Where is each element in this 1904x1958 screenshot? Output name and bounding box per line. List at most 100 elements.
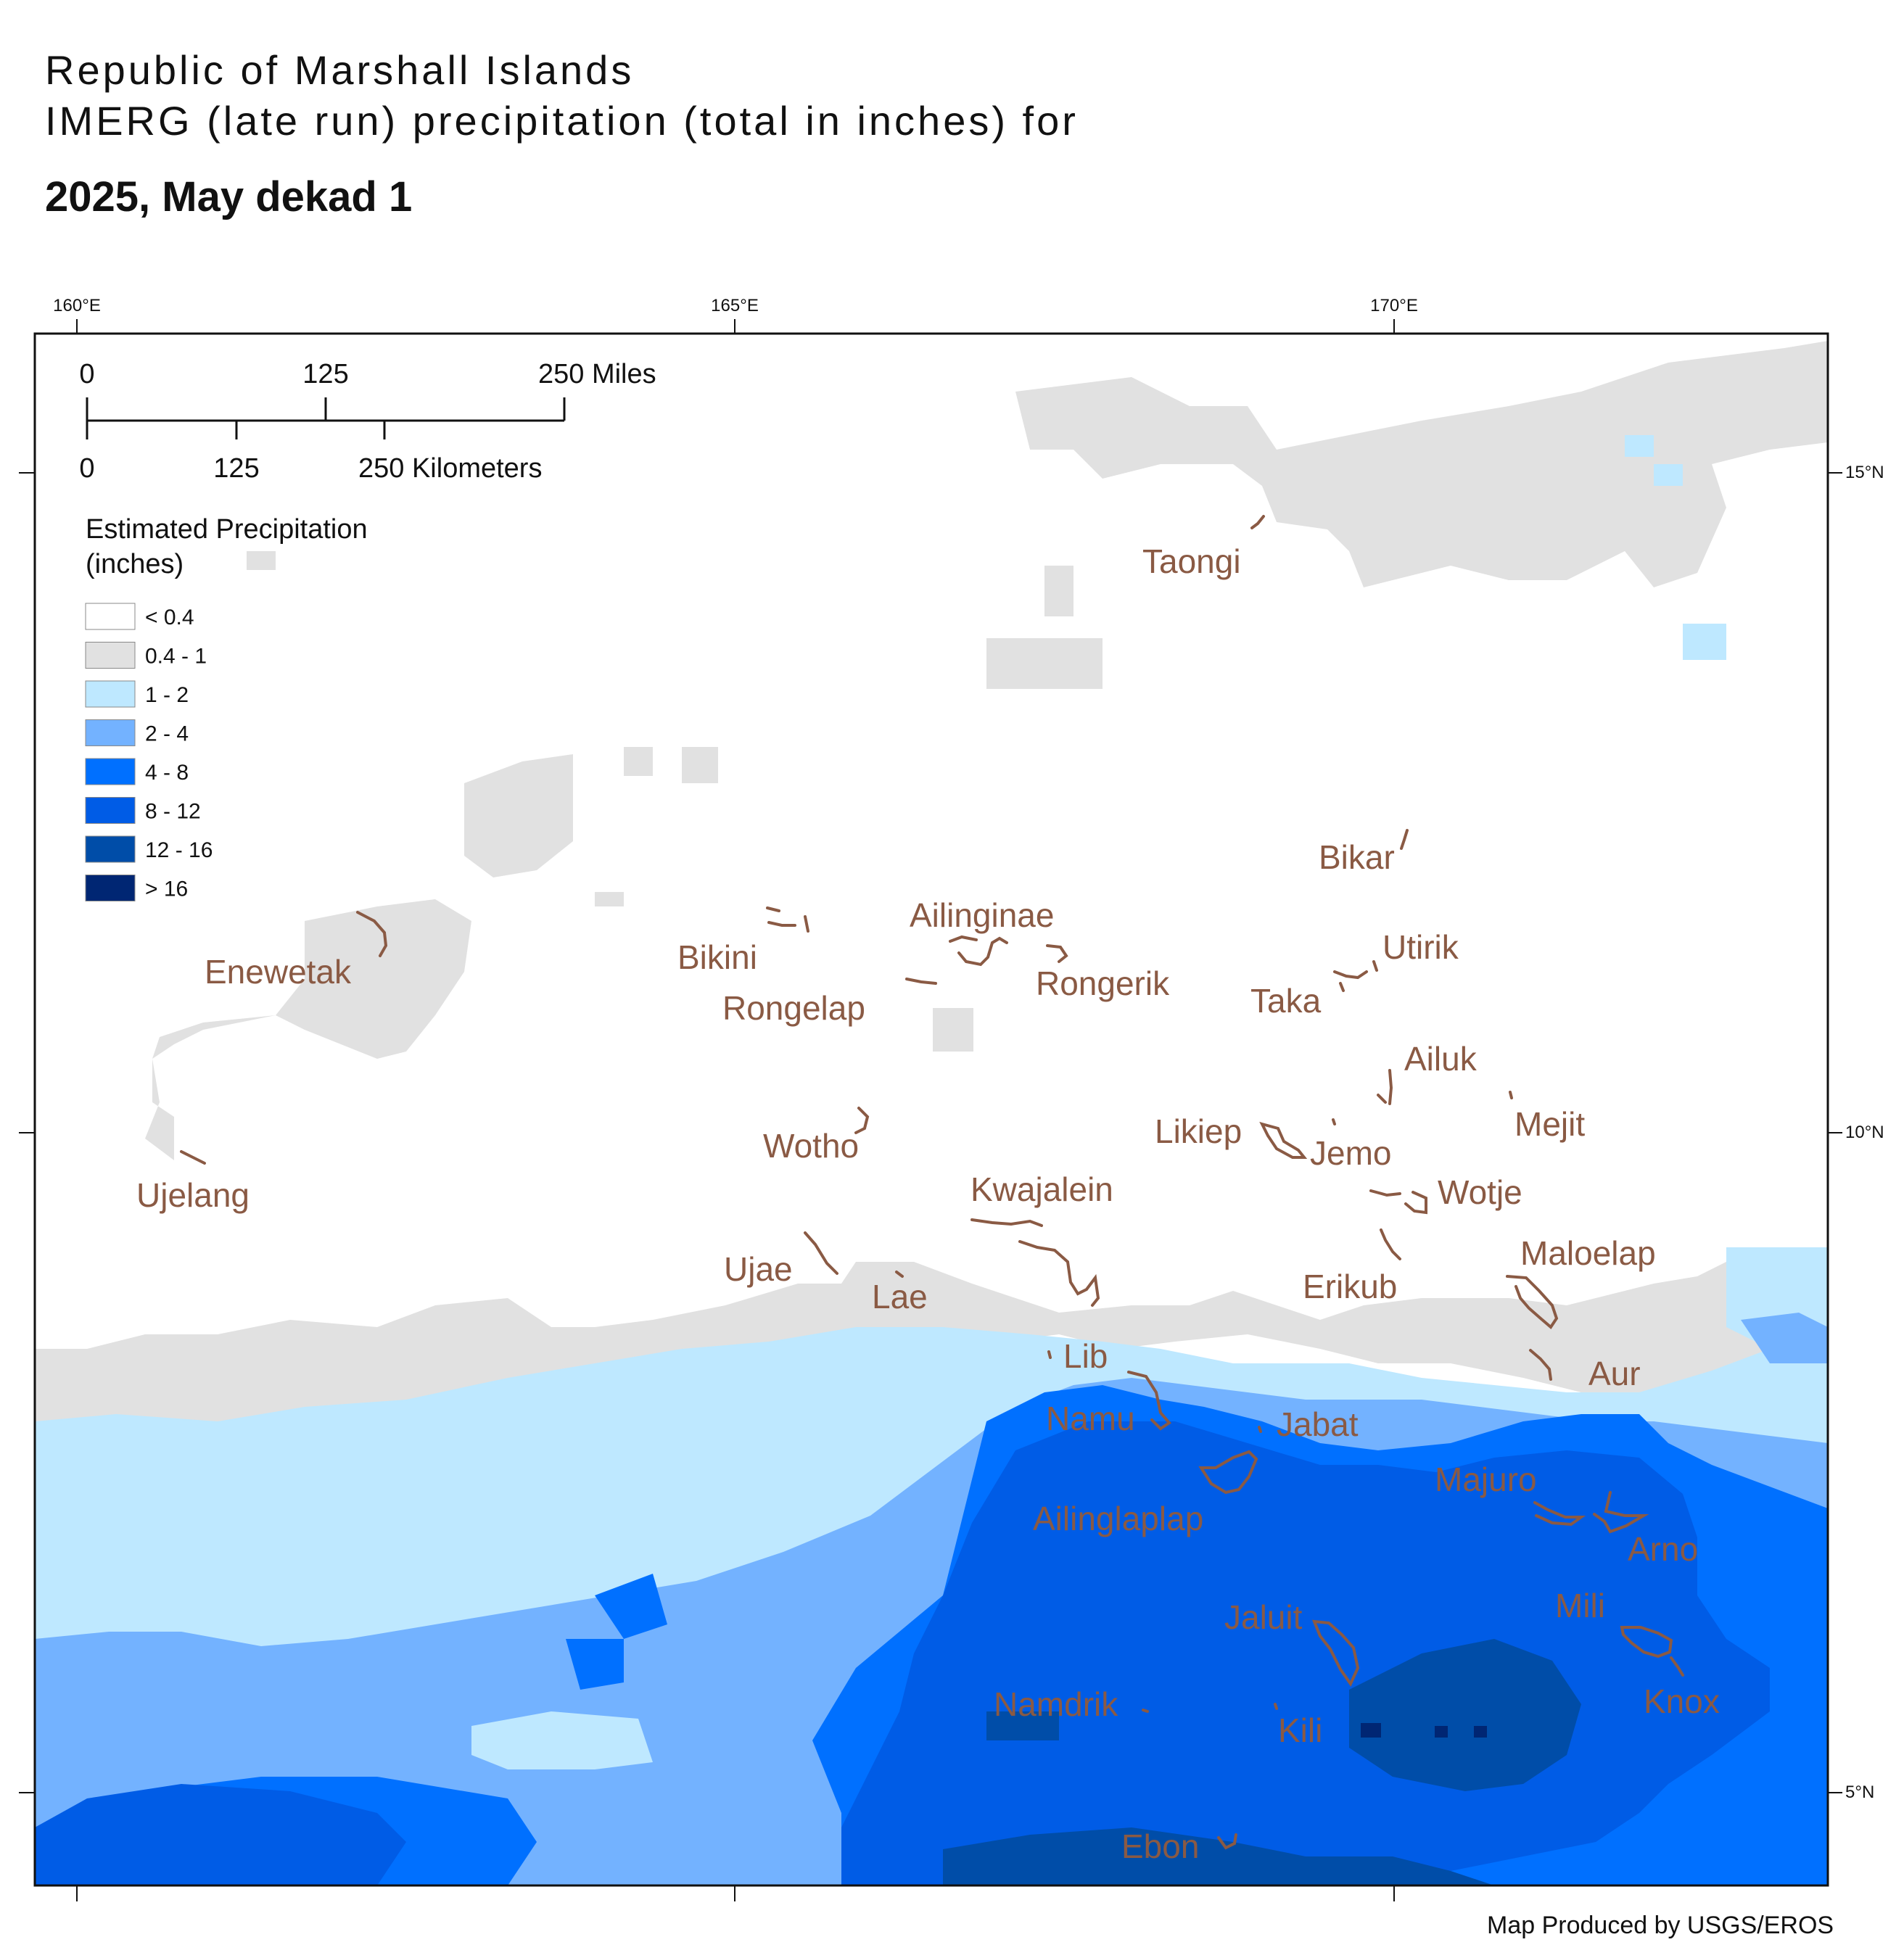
legend-swatch-4 [85, 758, 136, 785]
place-label-namdrik: Namdrik [994, 1685, 1118, 1723]
scale-km-125: 125 [213, 453, 259, 484]
place-label-utirik: Utirik [1382, 928, 1459, 966]
map-credit: Map Produced by USGS/EROS [1487, 1912, 1834, 1939]
legend-label-7: > 16 [145, 877, 188, 901]
place-label-maloelap: Maloelap [1520, 1234, 1656, 1272]
atoll-outline-taka [1339, 982, 1345, 992]
atoll-outline-jabat [1258, 1426, 1262, 1433]
place-label-bikini: Bikini [677, 938, 757, 976]
place-label-jaluit: Jaluit [1224, 1598, 1303, 1636]
atoll-outline-ailuk [1377, 1069, 1393, 1105]
place-label-ebon: Ebon [1121, 1827, 1199, 1865]
legend-label-0: < 0.4 [145, 606, 194, 629]
legend: Estimated Precipitation (inches) < 0.4 0.… [85, 514, 368, 901]
place-label-ailuk: Ailuk [1404, 1040, 1478, 1078]
place-label-taongi: Taongi [1142, 542, 1241, 580]
atoll-outline-arno [1593, 1491, 1649, 1534]
place-label-kwajalein: Kwajalein [970, 1170, 1113, 1208]
map-frame [33, 332, 1829, 1887]
place-label-likiep: Likiep [1155, 1112, 1242, 1150]
atoll-outline-wotje [1369, 1189, 1427, 1215]
place-label-arno: Arno [1628, 1530, 1698, 1568]
place-label-lib: Lib [1063, 1337, 1108, 1375]
atoll-outline-bikini [766, 906, 809, 933]
map-title-line-1: Republic of Marshall Islands [45, 47, 635, 93]
atoll-labels: Taongi Bikar Ailinginae Utirik Enewetak … [136, 542, 1720, 1865]
precip-zone-0.4-1 [35, 341, 1828, 1487]
place-label-rongelap: Rongelap [722, 989, 865, 1027]
scale-km-0: 0 [79, 453, 94, 484]
atoll-outline-knox [1670, 1656, 1684, 1677]
place-label-jemo: Jemo [1310, 1134, 1391, 1172]
scale-bar: 0 125 250 Miles 0 125 250 Kilometers [79, 359, 656, 484]
atoll-outline-kwajalein [970, 1218, 1100, 1307]
legend-label-1: 0.4 - 1 [145, 645, 207, 669]
latitude-label-15: 15°N [1845, 463, 1884, 482]
atoll-outlines [180, 515, 1684, 1850]
legend-label-5: 8 - 12 [145, 800, 201, 824]
atoll-outline-jemo [1332, 1118, 1336, 1125]
atoll-outline-erikub [1380, 1228, 1401, 1260]
atoll-outline-majuro [1533, 1501, 1586, 1527]
atoll-outline-jaluit [1311, 1619, 1360, 1688]
precipitation-raster [35, 334, 1828, 1885]
atoll-outline-bikar [1400, 829, 1409, 850]
longitude-label-170: 170°E [1370, 296, 1418, 315]
legend-swatch-5 [85, 797, 136, 824]
scale-mi-0: 0 [79, 359, 94, 389]
place-label-taka: Taka [1250, 982, 1322, 1020]
atoll-outline-aur [1529, 1349, 1552, 1381]
atoll-outline-lib [1047, 1350, 1052, 1359]
atoll-outline-mejit [1509, 1091, 1513, 1099]
legend-swatch-0 [85, 603, 136, 630]
atoll-outline-ujelang [180, 1150, 206, 1165]
place-label-ailinglaplap: Ailinglaplap [1033, 1500, 1203, 1537]
map-period: 2025, May dekad 1 [45, 173, 413, 220]
atoll-outline-likiep [1259, 1121, 1308, 1159]
legend-label-4: 4 - 8 [145, 761, 189, 785]
legend-swatch-6 [85, 835, 136, 863]
atoll-outline-mili [1620, 1626, 1673, 1658]
legend-swatch-2 [85, 680, 136, 708]
atoll-outline-taongi [1250, 515, 1265, 529]
longitude-label-160: 160°E [53, 296, 101, 315]
latitude-label-10: 10°N [1845, 1123, 1884, 1142]
atoll-outline-utirik [1333, 960, 1378, 980]
map-title-line-2: IMERG (late run) precipitation (total in… [45, 98, 1079, 144]
legend-swatch-7 [85, 875, 136, 901]
place-label-knox: Knox [1644, 1682, 1720, 1720]
atoll-outline-ujae [804, 1231, 838, 1275]
place-label-rongerik: Rongerik [1036, 964, 1170, 1002]
place-label-wotho: Wotho [763, 1127, 859, 1165]
latitude-label-5: 5°N [1845, 1783, 1875, 1802]
atoll-outline-maloelap [1506, 1275, 1559, 1329]
place-label-erikub: Erikub [1303, 1268, 1397, 1305]
atoll-outline-namu [1127, 1371, 1171, 1431]
legend-label-2: 1 - 2 [145, 683, 189, 707]
legend-title: Estimated Precipitation [86, 514, 368, 545]
atoll-outline-ailinglaplap [1198, 1450, 1258, 1495]
place-label-wotje: Wotje [1438, 1173, 1522, 1211]
place-label-ailinginae: Ailinginae [910, 896, 1054, 934]
atoll-outline-wotho [854, 1107, 870, 1134]
atoll-outline-lae [895, 1271, 904, 1278]
atoll-outline-rongelap [905, 978, 937, 985]
legend-label-3: 2 - 4 [145, 722, 189, 746]
legend-items: < 0.4 0.4 - 1 1 - 2 2 - 4 4 - 8 8 - 12 12 - 16… [85, 603, 213, 901]
atoll-outline-ebon [1217, 1833, 1237, 1850]
atoll-outline-namdrik [1142, 1709, 1149, 1713]
place-label-majuro: Majuro [1435, 1461, 1537, 1498]
legend-swatch-1 [85, 642, 136, 669]
precip-zone-over-16 [1361, 1723, 1487, 1738]
place-label-bikar: Bikar [1319, 838, 1395, 876]
place-label-ujelang: Ujelang [136, 1176, 250, 1214]
scale-km-250: 250 Kilometers [358, 453, 542, 484]
atoll-outline-rongerik [1046, 944, 1068, 963]
place-label-lae: Lae [872, 1278, 928, 1315]
longitude-label-165: 165°E [711, 296, 759, 315]
scale-mi-125: 125 [302, 359, 348, 389]
precip-zone-12-16 [943, 1639, 1581, 1885]
place-label-kili: Kili [1278, 1711, 1322, 1749]
scale-mi-250: 250 Miles [538, 359, 656, 389]
